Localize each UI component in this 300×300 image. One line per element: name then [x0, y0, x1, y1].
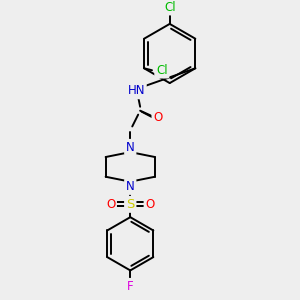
Text: HN: HN	[128, 85, 145, 98]
Text: F: F	[127, 280, 134, 293]
Text: Cl: Cl	[156, 64, 168, 77]
Text: O: O	[153, 111, 163, 124]
Text: N: N	[126, 141, 135, 154]
Text: Cl: Cl	[164, 1, 176, 13]
Text: S: S	[126, 198, 134, 211]
Text: N: N	[126, 180, 135, 193]
Text: O: O	[106, 198, 115, 211]
Text: O: O	[146, 198, 154, 211]
